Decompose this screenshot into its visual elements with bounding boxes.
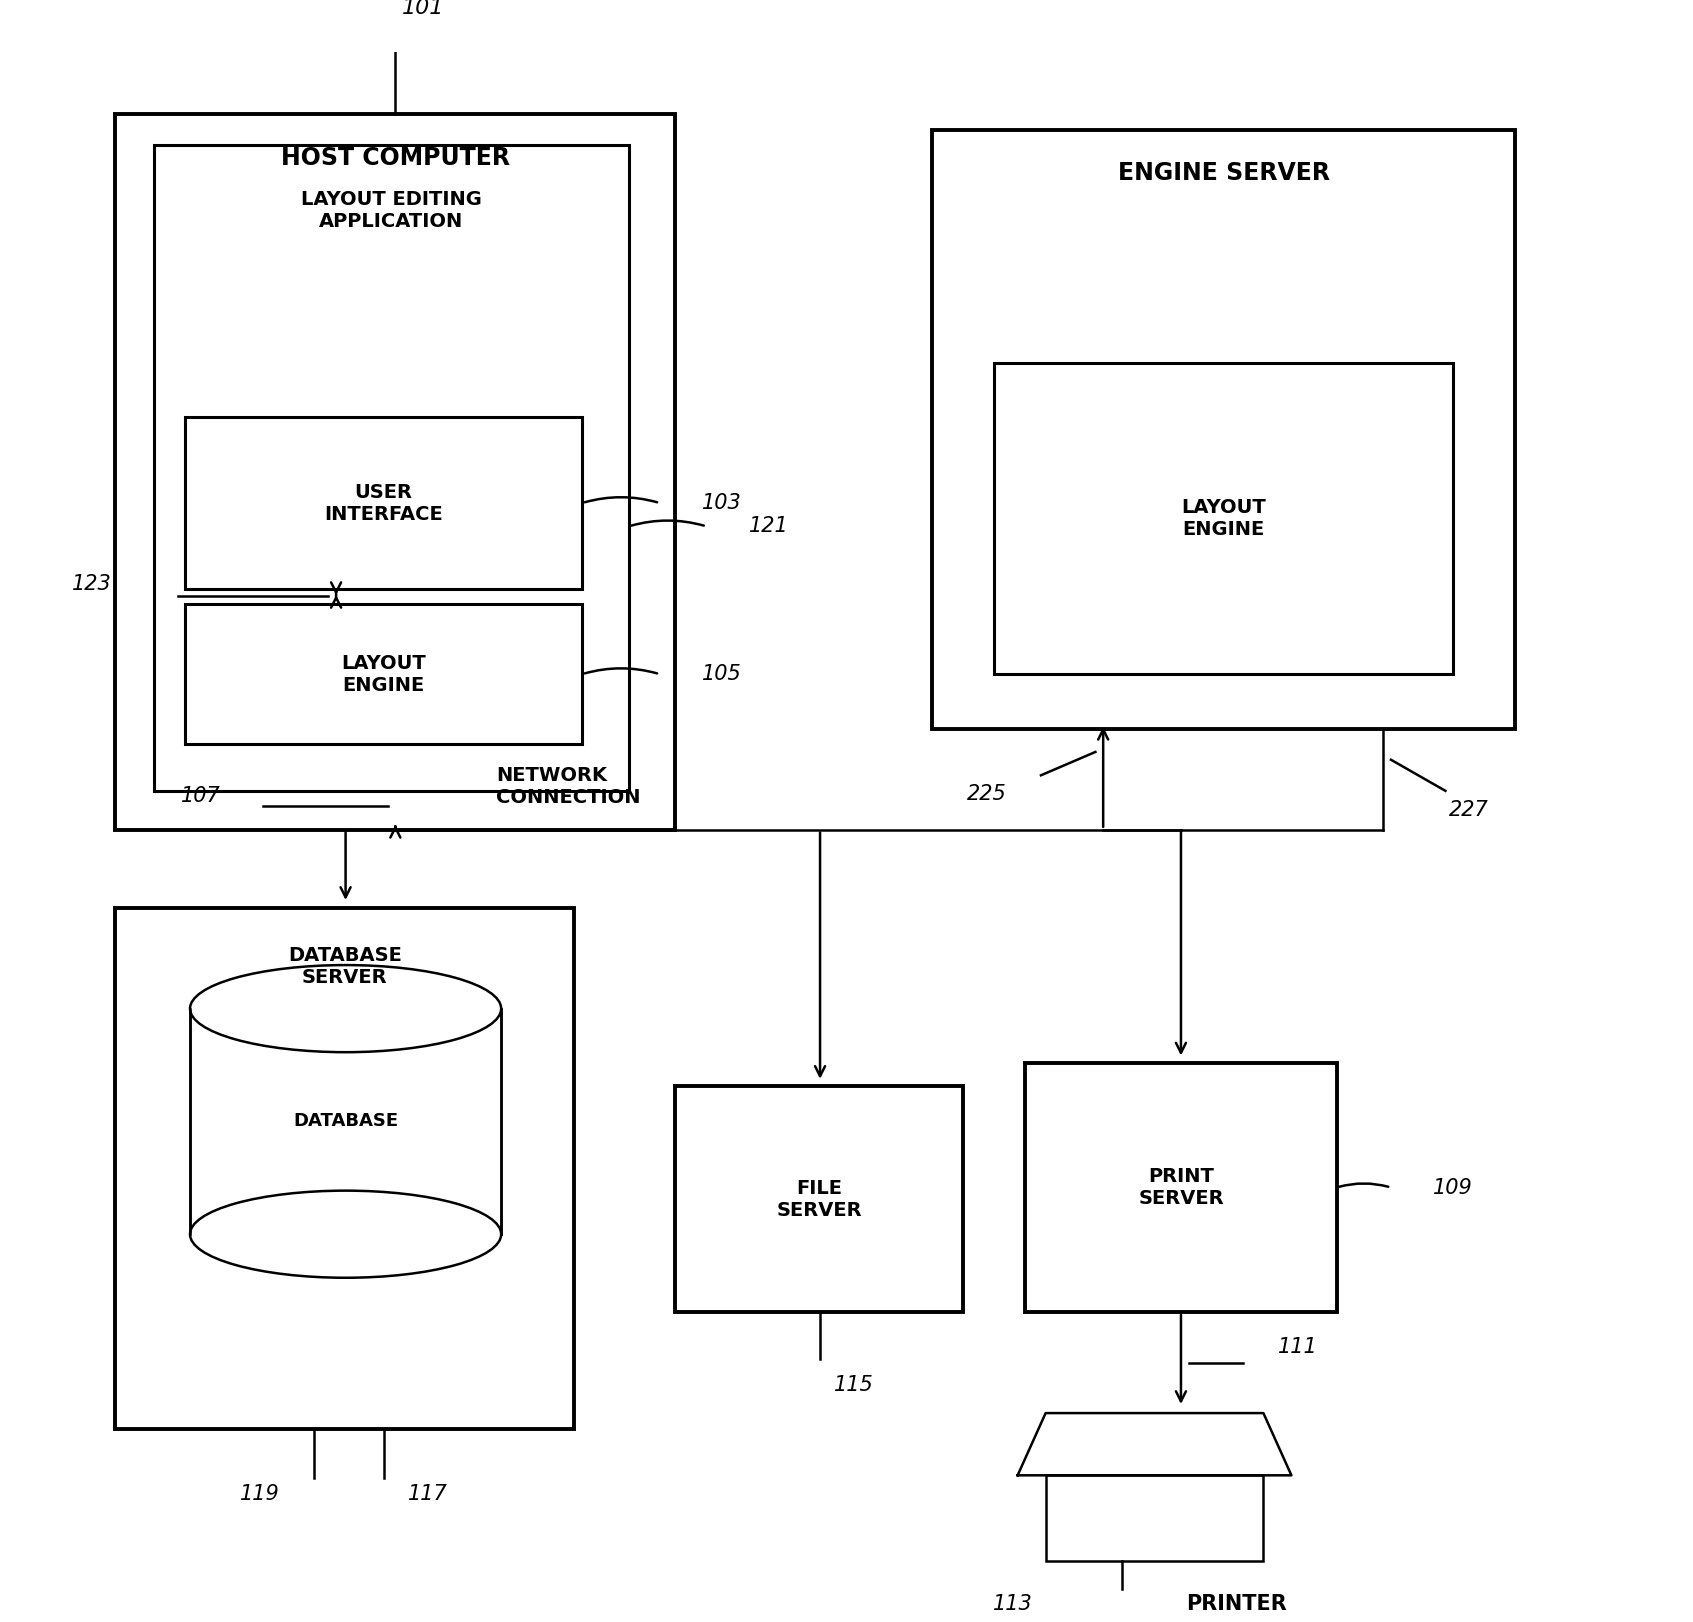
Bar — [190, 1009, 501, 1234]
Text: 107: 107 — [181, 785, 220, 806]
Text: 121: 121 — [748, 516, 789, 537]
Text: 109: 109 — [1434, 1178, 1473, 1197]
Text: 105: 105 — [703, 663, 742, 684]
Text: NETWORK
CONNECTION: NETWORK CONNECTION — [496, 766, 642, 806]
Bar — [185, 417, 582, 589]
Text: LAYOUT
ENGINE: LAYOUT ENGINE — [1182, 498, 1266, 539]
Text: 111: 111 — [1278, 1337, 1317, 1358]
Bar — [1026, 1062, 1336, 1312]
Bar — [185, 603, 582, 744]
Text: 227: 227 — [1449, 800, 1488, 819]
Text: 115: 115 — [835, 1375, 874, 1395]
Bar — [115, 114, 676, 830]
Text: HOST COMPUTER: HOST COMPUTER — [281, 146, 510, 170]
Text: PRINTER: PRINTER — [1185, 1594, 1287, 1614]
Ellipse shape — [190, 965, 501, 1053]
Text: FILE
SERVER: FILE SERVER — [777, 1179, 862, 1220]
Text: 117: 117 — [408, 1484, 449, 1504]
Bar — [115, 908, 574, 1429]
Text: 113: 113 — [994, 1594, 1033, 1614]
Text: 225: 225 — [967, 783, 1006, 805]
Bar — [1046, 1476, 1263, 1560]
Text: 123: 123 — [73, 574, 112, 594]
Text: DATABASE
SERVER: DATABASE SERVER — [288, 946, 401, 988]
Text: PRINT
SERVER: PRINT SERVER — [1138, 1168, 1224, 1208]
Bar — [676, 1087, 963, 1312]
Ellipse shape — [190, 1191, 501, 1278]
Text: USER
INTERFACE: USER INTERFACE — [325, 483, 444, 524]
Text: 103: 103 — [703, 493, 742, 513]
Bar — [933, 130, 1515, 728]
Text: LAYOUT EDITING
APPLICATION: LAYOUT EDITING APPLICATION — [301, 190, 483, 230]
Bar — [154, 146, 628, 792]
Text: DATABASE: DATABASE — [293, 1113, 398, 1131]
Text: LAYOUT
ENGINE: LAYOUT ENGINE — [342, 654, 427, 694]
Text: ENGINE SERVER: ENGINE SERVER — [1117, 161, 1329, 185]
Text: 119: 119 — [240, 1484, 279, 1504]
Bar — [994, 363, 1453, 675]
Text: 101: 101 — [403, 0, 445, 18]
